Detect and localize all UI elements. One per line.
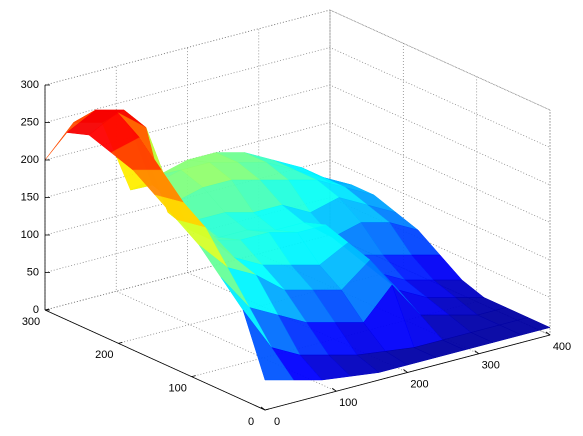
- x-tick-label: 300: [482, 360, 500, 372]
- x-tick: [545, 331, 551, 336]
- x-tick: [260, 406, 266, 411]
- y-tick-label: 100: [168, 383, 186, 395]
- y-tick-label: 0: [248, 416, 254, 428]
- pane-edge: [329, 9, 551, 111]
- x-tick: [403, 369, 408, 373]
- z-tick-label: 50: [27, 266, 39, 278]
- y-tick: [44, 308, 50, 311]
- y-axis: [44, 309, 266, 411]
- x-tick: [332, 387, 337, 392]
- x-tick-label: 400: [553, 341, 571, 353]
- grid-line: [44, 9, 551, 111]
- z-tick-label: 150: [21, 191, 39, 203]
- y-tick: [264, 408, 270, 411]
- surface-patch: [242, 309, 294, 381]
- x-tick-label: 200: [410, 378, 428, 390]
- z-tick-label: 0: [33, 304, 39, 316]
- y-tick: [191, 375, 196, 378]
- x-tick: [474, 350, 479, 355]
- x-tick-label: 0: [274, 416, 280, 428]
- z-tick-label: 200: [21, 154, 39, 166]
- y-tick-label: 200: [95, 349, 113, 361]
- z-tick-label: 250: [21, 116, 39, 128]
- z-tick-label: 100: [21, 229, 39, 241]
- z-tick-label: 300: [21, 79, 39, 91]
- y-tick: [118, 341, 123, 344]
- x-tick-label: 100: [339, 397, 357, 409]
- y-tick-label: 300: [22, 316, 40, 328]
